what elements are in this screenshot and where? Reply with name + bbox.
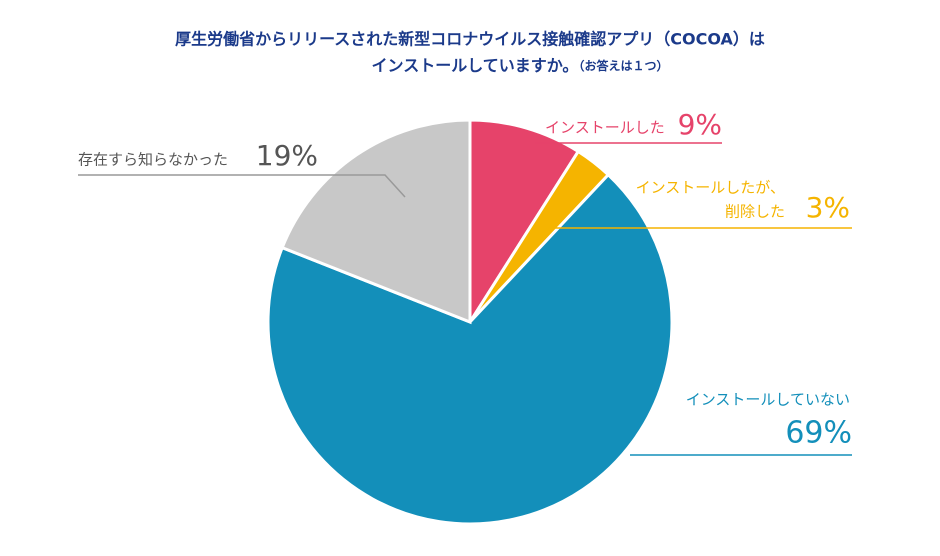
value-label: 9% [678,108,722,141]
note: （お答えは１つ） [578,58,668,73]
chart-title: 厚生労働省からリリースされた新型コロナウイルス接触確認アプリ（COCOA）は [175,30,765,49]
value-label: 19% [256,139,318,172]
slice-label: インストールしていない [686,391,850,409]
chart-title: インストールしていますか。（お答えは１つ） [372,56,669,75]
pie-slice [266,172,674,526]
slice-label: インストールした [545,119,665,137]
chart-title: インストールしていますか。 [372,56,579,75]
value-label: 3% [806,191,850,224]
slice-label: 存在すら知らなかった [78,151,228,169]
pie-slice [280,118,472,325]
pie-slice [468,118,581,328]
value-label: 69% [785,416,852,451]
slice-label: インストールしたが、 [636,179,785,197]
leader-line [78,174,406,198]
slice-label: 削除した [725,203,785,221]
